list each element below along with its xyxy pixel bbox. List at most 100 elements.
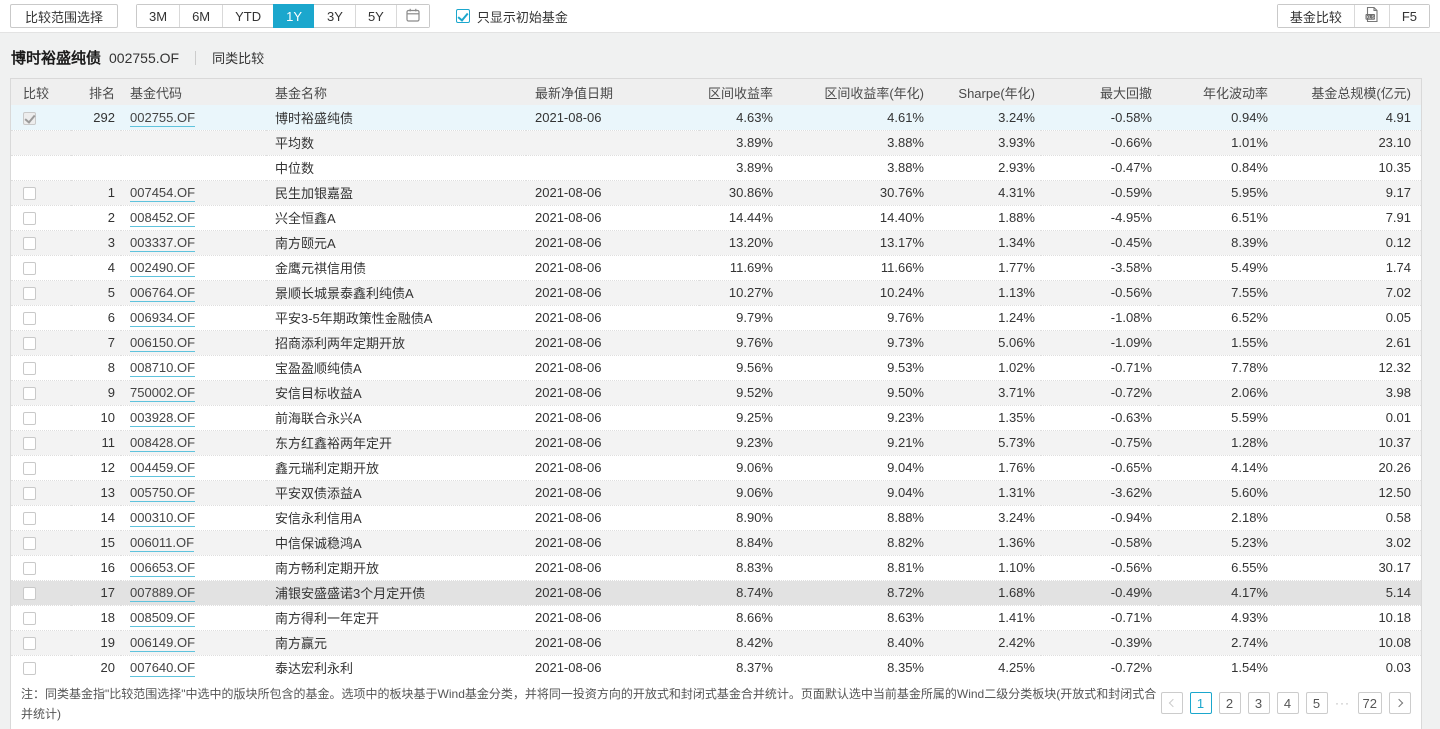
fund-code-link[interactable]: 000310.OF: [130, 510, 196, 527]
fund-code-link[interactable]: 003337.OF: [130, 235, 196, 252]
table-row[interactable]: 10 003928.OF 前海联合永兴A 2021-08-06 9.25% 9.23% 1.…: [11, 405, 1421, 430]
nav-date-cell: 2021-08-06: [535, 310, 602, 325]
fund-code-link[interactable]: 007640.OF: [130, 660, 196, 677]
table-row[interactable]: 1 007454.OF 民生加银嘉盈 2021-08-06 30.86% 30.76% 4.…: [11, 180, 1421, 205]
row-checkbox[interactable]: [23, 487, 36, 501]
period-button-3m[interactable]: 3M: [137, 5, 180, 27]
period-button-6m[interactable]: 6M: [179, 5, 223, 27]
page-button-72[interactable]: 72: [1357, 692, 1382, 714]
table-row[interactable]: 19 006149.OF 南方赢元 2021-08-06 8.42% 8.40% 2.42%…: [11, 630, 1421, 655]
column-header[interactable]: 基金名称: [266, 79, 526, 105]
page-button-3[interactable]: 3: [1247, 692, 1270, 714]
table-row[interactable]: 9 750002.OF 安信目标收益A 2021-08-06 9.52% 9.50% 3.7…: [11, 380, 1421, 405]
fund-code-link[interactable]: 008428.OF: [130, 435, 196, 452]
calendar-button[interactable]: [395, 5, 429, 27]
fund-code-link[interactable]: 007454.OF: [130, 185, 196, 202]
fund-code-link[interactable]: 005750.OF: [130, 485, 196, 502]
row-checkbox[interactable]: [23, 637, 36, 651]
row-checkbox[interactable]: [23, 537, 36, 551]
tab-peer-comparison[interactable]: 同类比较: [212, 51, 265, 66]
row-checkbox[interactable]: [23, 312, 36, 326]
fund-code-link[interactable]: 003928.OF: [130, 410, 196, 427]
row-checkbox[interactable]: [23, 462, 36, 476]
table-row[interactable]: 15 006011.OF 中信保诚稳鸿A 2021-08-06 8.84% 8.82% 1.…: [11, 530, 1421, 555]
table-row[interactable]: 11 008428.OF 东方红鑫裕两年定开 2021-08-06 9.23% 9.21%…: [11, 430, 1421, 455]
column-header[interactable]: 基金代码: [121, 79, 266, 105]
column-header[interactable]: 基金总规模(亿元): [1274, 79, 1421, 105]
row-checkbox[interactable]: [23, 662, 36, 676]
nav-date-cell: 2021-08-06: [535, 510, 602, 525]
table-row[interactable]: 8 008710.OF 宝盈盈顺纯债A 2021-08-06 9.56% 9.53% 1.0…: [11, 355, 1421, 380]
page-button-4[interactable]: 4: [1276, 692, 1299, 714]
row-checkbox[interactable]: [23, 237, 36, 251]
column-header[interactable]: 最新净值日期: [526, 79, 699, 105]
average-row[interactable]: 平均数 3.89% 3.88% 3.93% -0.66% 1.01% 23.10: [11, 130, 1421, 155]
row-checkbox[interactable]: [23, 512, 36, 526]
table-row[interactable]: 6 006934.OF 平安3-5年期政策性金融债A 2021-08-06 9.79% 9…: [11, 305, 1421, 330]
fund-code-link[interactable]: 006934.OF: [130, 310, 196, 327]
table-row[interactable]: 16 006653.OF 南方畅利定期开放 2021-08-06 8.83% 8.81% 1…: [11, 555, 1421, 580]
column-header[interactable]: 比较: [11, 79, 71, 105]
page-button-5[interactable]: 5: [1305, 692, 1328, 714]
row-checkbox[interactable]: [23, 412, 36, 426]
period-button-ytd[interactable]: YTD: [222, 5, 274, 27]
fund-code-link[interactable]: 007889.OF: [130, 585, 196, 602]
fund-code-link[interactable]: 006011.OF: [130, 535, 195, 552]
fund-code-link[interactable]: 002755.OF: [130, 109, 196, 127]
fund-compare-button[interactable]: 基金比较: [1277, 5, 1354, 27]
median-row[interactable]: 中位数 3.89% 3.88% 2.93% -0.47% 0.84% 10.35: [11, 155, 1421, 180]
fund-code-link[interactable]: 004459.OF: [130, 460, 196, 477]
row-checkbox[interactable]: [23, 362, 36, 376]
row-checkbox[interactable]: [23, 187, 36, 201]
column-header[interactable]: 区间收益率(年化): [779, 79, 930, 105]
refresh-f5-button[interactable]: F5: [1388, 5, 1429, 27]
row-checkbox[interactable]: [23, 562, 36, 576]
column-header[interactable]: 排名: [71, 79, 121, 105]
table-row[interactable]: 12 004459.OF 鑫元瑞利定期开放 2021-08-06 9.06% 9.04% 1…: [11, 455, 1421, 480]
table-row[interactable]: 2 008452.OF 兴全恒鑫A 2021-08-06 14.44% 14.40% 1.8…: [11, 205, 1421, 230]
column-header[interactable]: 年化波动率: [1158, 79, 1274, 105]
row-checkbox[interactable]: [23, 387, 36, 401]
row-checkbox[interactable]: [23, 111, 36, 125]
fund-code-link[interactable]: 006150.OF: [130, 335, 196, 352]
period-button-1y[interactable]: 1Y: [273, 4, 315, 28]
next-page-button[interactable]: [1389, 692, 1411, 714]
row-checkbox[interactable]: [23, 287, 36, 301]
table-row[interactable]: 14 000310.OF 安信永利信用A 2021-08-06 8.90% 8.88% 3.…: [11, 505, 1421, 530]
table-row[interactable]: 5 006764.OF 景顺长城景泰鑫利纯债A 2021-08-06 10.27% 10.…: [11, 280, 1421, 305]
fund-code-link[interactable]: 006149.OF: [130, 635, 196, 652]
current-fund-row[interactable]: 292 002755.OF 博时裕盛纯债 2021-08-06 4.63% 4.61% 3.…: [11, 105, 1421, 130]
column-header[interactable]: 区间收益率: [699, 79, 779, 105]
row-checkbox[interactable]: [23, 262, 36, 276]
column-header[interactable]: Sharpe(年化): [930, 79, 1041, 105]
table-row[interactable]: 4 002490.OF 金鹰元祺信用债 2021-08-06 11.69% 11.66% 1…: [11, 255, 1421, 280]
initial-fund-only-checkbox[interactable]: 只显示初始基金: [455, 7, 568, 26]
fund-code-link[interactable]: 002490.OF: [130, 260, 196, 277]
period-button-5y[interactable]: 5Y: [354, 5, 396, 27]
table-row[interactable]: 18 008509.OF 南方得利一年定开 2021-08-06 8.66% 8.63% 1…: [11, 605, 1421, 630]
page-button-2[interactable]: 2: [1218, 692, 1241, 714]
fund-code-link[interactable]: 006653.OF: [130, 560, 196, 577]
row-checkbox[interactable]: [23, 337, 36, 351]
row-checkbox[interactable]: [23, 612, 36, 626]
prev-page-button[interactable]: [1160, 692, 1183, 714]
range-select-button[interactable]: 比较范围选择: [10, 4, 119, 28]
table-row[interactable]: 7 006150.OF 招商添利两年定期开放 2021-08-06 9.76% 9.73%…: [11, 330, 1421, 355]
fund-code-link[interactable]: 008710.OF: [130, 360, 196, 377]
fund-code-link[interactable]: 006764.OF: [130, 285, 196, 302]
table-row[interactable]: 20 007640.OF 泰达宏利永利 2021-08-06 8.37% 8.35% 4.2…: [11, 655, 1421, 680]
fund-code-link[interactable]: 008452.OF: [130, 210, 196, 227]
row-checkbox[interactable]: [23, 437, 36, 451]
fund-code-link[interactable]: 750002.OF: [130, 385, 196, 402]
nav-date-cell: 2021-08-06: [526, 230, 699, 255]
row-checkbox[interactable]: [23, 587, 36, 601]
row-checkbox[interactable]: [23, 212, 36, 226]
export-xls-button[interactable]: XLS: [1353, 5, 1389, 27]
table-row[interactable]: 3 003337.OF 南方颐元A 2021-08-06 13.20% 13.17% 1.3…: [11, 230, 1421, 255]
fund-code-link[interactable]: 008509.OF: [130, 610, 196, 627]
page-button-1[interactable]: 1: [1189, 692, 1212, 714]
table-row[interactable]: 13 005750.OF 平安双债添益A 2021-08-06 9.06% 9.04% 1.…: [11, 480, 1421, 505]
column-header[interactable]: 最大回撤: [1041, 79, 1158, 105]
period-button-3y[interactable]: 3Y: [314, 5, 355, 27]
table-row[interactable]: 17 007889.OF 浦银安盛盛诺3个月定开债 2021-08-06 8.74% 8.…: [11, 580, 1421, 605]
